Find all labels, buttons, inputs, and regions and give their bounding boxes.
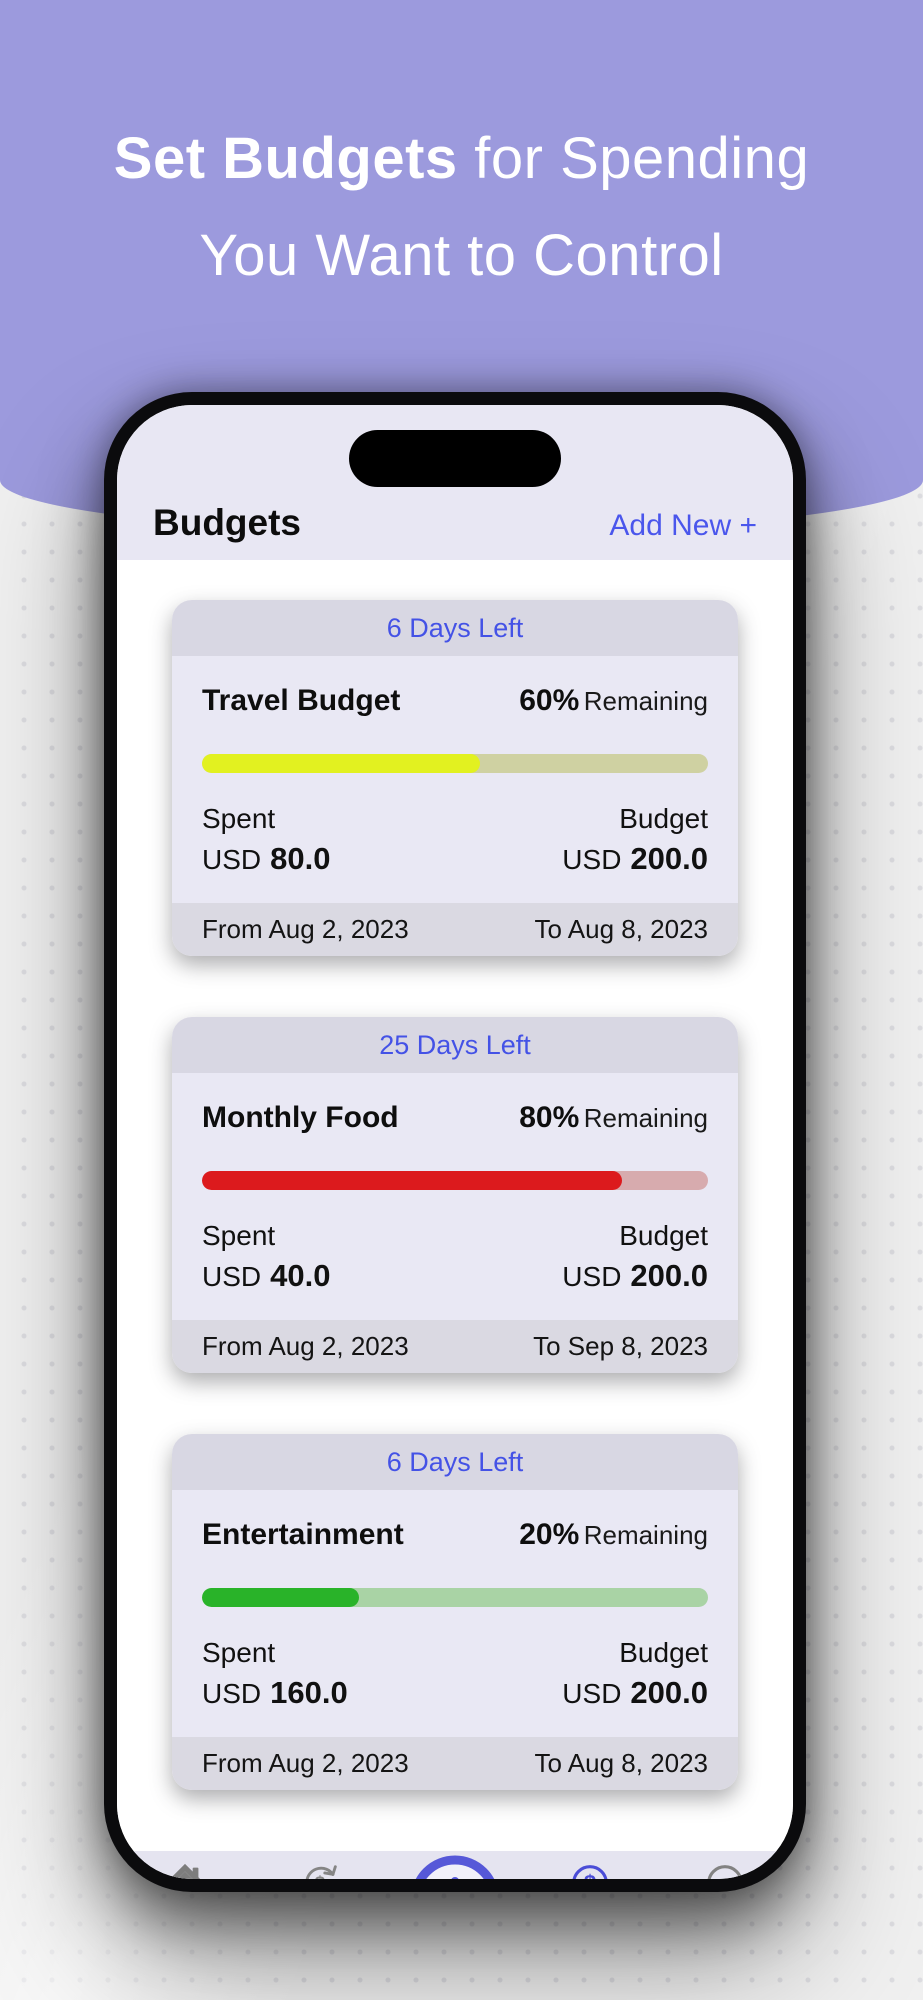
- svg-text:$: $: [584, 1871, 596, 1879]
- nav-item-activity[interactable]: $ Activity: [252, 1851, 387, 1879]
- budget-label: Budget: [619, 1220, 708, 1251]
- from-date: From Aug 2, 2023: [202, 914, 409, 944]
- hero-title: Set Budgets for Spending You Want to Con…: [0, 0, 923, 304]
- nav-item-budgets[interactable]: $ Budgets: [523, 1851, 658, 1879]
- phone-screen: Budgets Add New + 6 Days Left Travel Bud…: [117, 405, 793, 1879]
- progress-fill: [202, 754, 481, 773]
- budget-name: Entertainment: [202, 1518, 404, 1551]
- nav-item-more[interactable]: More: [658, 1851, 793, 1879]
- svg-text:$: $: [314, 1874, 325, 1879]
- progress-bar: [202, 1588, 708, 1607]
- progress-bar: [202, 754, 708, 773]
- days-left-label: 25 Days Left: [172, 1017, 738, 1073]
- app-header: Budgets Add New +: [117, 405, 793, 560]
- activity-refresh-dollar-icon: $: [305, 1865, 337, 1879]
- budget-label: Budget: [619, 1637, 708, 1668]
- budget-name: Travel Budget: [202, 684, 401, 717]
- days-left-label: 6 Days Left: [172, 1434, 738, 1490]
- to-date: To Aug 8, 2023: [534, 914, 708, 944]
- hero-title-line2: You Want to Control: [199, 223, 724, 288]
- nav-item-home[interactable]: Home: [117, 1851, 252, 1879]
- budget-name: Monthly Food: [202, 1101, 399, 1134]
- remaining-text: 20% Remaining: [519, 1518, 708, 1551]
- budget-card-entertainment[interactable]: 6 Days Left Entertainment 20% Remaining …: [172, 1434, 738, 1790]
- spent-label: Spent: [202, 1220, 276, 1251]
- spent-value: USD 160.0: [202, 1675, 348, 1710]
- budget-value: USD 200.0: [562, 841, 708, 876]
- to-date: To Sep 8, 2023: [533, 1331, 708, 1361]
- budget-card-food[interactable]: 25 Days Left Monthly Food 80% Remaining …: [172, 1017, 738, 1373]
- budget-label: Budget: [619, 803, 708, 834]
- progress-fill: [202, 1588, 359, 1607]
- remaining-text: 60% Remaining: [519, 684, 708, 717]
- hero-title-regular: for Spending: [457, 126, 810, 191]
- remaining-text: 80% Remaining: [519, 1101, 708, 1134]
- spent-value: USD 80.0: [202, 841, 331, 876]
- spent-label: Spent: [202, 803, 276, 834]
- from-date: From Aug 2, 2023: [202, 1748, 409, 1778]
- budget-card-travel[interactable]: 6 Days Left Travel Budget 60% Remaining …: [172, 600, 738, 956]
- progress-fill: [202, 1171, 622, 1190]
- budget-value: USD 200.0: [562, 1675, 708, 1710]
- budget-value: USD 200.0: [562, 1258, 708, 1293]
- progress-bar: [202, 1171, 708, 1190]
- dynamic-island: [349, 430, 561, 487]
- days-left-label: 6 Days Left: [172, 600, 738, 656]
- dollar-circle-icon: $: [572, 1865, 608, 1879]
- phone-frame: Budgets Add New + 6 Days Left Travel Bud…: [104, 392, 806, 1892]
- bottom-navbar: Home $ Activity: [117, 1851, 793, 1879]
- plus-circle-icon: [415, 1855, 495, 1879]
- home-icon: [169, 1863, 200, 1879]
- budget-list: 6 Days Left Travel Budget 60% Remaining …: [117, 560, 793, 1851]
- add-budget-button[interactable]: [387, 1851, 522, 1879]
- spent-value: USD 40.0: [202, 1258, 331, 1293]
- page-title: Budgets: [153, 502, 301, 543]
- to-date: To Aug 8, 2023: [534, 1748, 708, 1778]
- add-new-button[interactable]: Add New +: [609, 509, 757, 542]
- ellipsis-circle-icon: [708, 1865, 743, 1879]
- spent-label: Spent: [202, 1637, 276, 1668]
- hero-title-bold: Set Budgets: [113, 126, 458, 191]
- from-date: From Aug 2, 2023: [202, 1331, 409, 1361]
